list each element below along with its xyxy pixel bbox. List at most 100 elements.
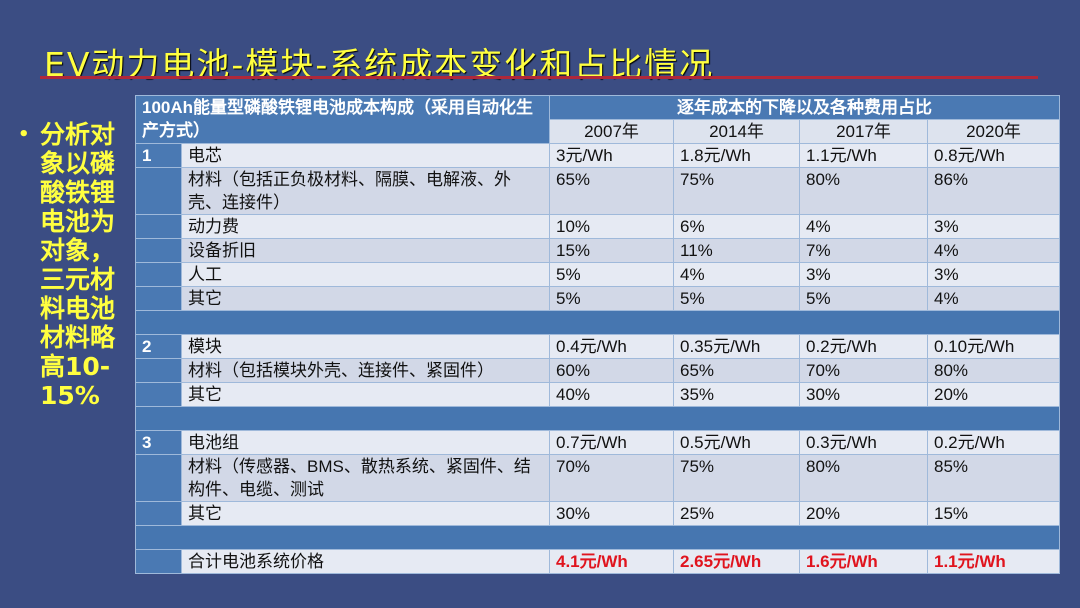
row-label: 其它 bbox=[181, 286, 550, 311]
table-row: 其它 40% 35% 30% 20% bbox=[135, 382, 1060, 407]
row-value: 4.1元/Wh bbox=[549, 549, 674, 574]
row-value: 10% bbox=[549, 214, 674, 239]
row-label: 动力费 bbox=[181, 214, 550, 239]
year-header: 2017年 bbox=[799, 119, 928, 144]
table-row: 材料（包括正负极材料、隔膜、电解液、外壳、连接件） 65% 75% 80% 86% bbox=[135, 167, 1060, 215]
row-number bbox=[135, 238, 182, 263]
row-number: 1 bbox=[135, 143, 182, 168]
row-value: 0.3元/Wh bbox=[799, 430, 928, 455]
row-value: 0.7元/Wh bbox=[549, 430, 674, 455]
row-value: 3元/Wh bbox=[549, 143, 674, 168]
row-value: 1.8元/Wh bbox=[673, 143, 800, 168]
side-note-line: 高10- bbox=[40, 352, 111, 381]
row-number bbox=[135, 549, 182, 574]
row-value: 35% bbox=[673, 382, 800, 407]
year-header: 2020年 bbox=[927, 119, 1060, 144]
table-row: 3 电池组 0.7元/Wh 0.5元/Wh 0.3元/Wh 0.2元/Wh bbox=[135, 430, 1060, 455]
row-value: 86% bbox=[927, 167, 1060, 215]
row-label: 设备折旧 bbox=[181, 238, 550, 263]
row-value: 0.4元/Wh bbox=[549, 334, 674, 359]
separator-row bbox=[135, 310, 1060, 335]
row-number bbox=[135, 214, 182, 239]
row-value: 70% bbox=[549, 454, 674, 502]
row-value: 80% bbox=[799, 167, 928, 215]
row-value: 30% bbox=[799, 382, 928, 407]
row-value: 5% bbox=[799, 286, 928, 311]
row-value: 0.2元/Wh bbox=[799, 334, 928, 359]
table-row: 合计电池系统价格 4.1元/Wh 2.65元/Wh 1.6元/Wh 1.1元/Wh bbox=[135, 549, 1060, 574]
header-composition: 100Ah能量型磷酸铁锂电池成本构成（采用自动化生产方式） bbox=[135, 95, 550, 144]
row-value: 5% bbox=[673, 286, 800, 311]
table-row: 动力费 10% 6% 4% 3% bbox=[135, 214, 1060, 239]
row-value: 1.6元/Wh bbox=[799, 549, 928, 574]
side-note-line: 15% bbox=[40, 381, 100, 410]
row-value: 80% bbox=[799, 454, 928, 502]
row-value: 0.35元/Wh bbox=[673, 334, 800, 359]
row-value: 3% bbox=[927, 214, 1060, 239]
row-label: 其它 bbox=[181, 382, 550, 407]
row-label: 模块 bbox=[181, 334, 550, 359]
row-value: 3% bbox=[799, 262, 928, 287]
separator-row bbox=[135, 525, 1060, 550]
row-number bbox=[135, 382, 182, 407]
table-row: 设备折旧 15% 11% 7% 4% bbox=[135, 238, 1060, 263]
row-label: 材料（包括模块外壳、连接件、紧固件） bbox=[181, 358, 550, 383]
row-number bbox=[135, 358, 182, 383]
row-value: 0.2元/Wh bbox=[927, 430, 1060, 455]
row-value: 4% bbox=[673, 262, 800, 287]
row-value: 3% bbox=[927, 262, 1060, 287]
table-row: 材料（传感器、BMS、散热系统、紧固件、结构件、电缆、测试 70% 75% 80% 85… bbox=[135, 454, 1060, 502]
row-number: 3 bbox=[135, 430, 182, 455]
row-value: 65% bbox=[549, 167, 674, 215]
row-value: 70% bbox=[799, 358, 928, 383]
year-header: 2007年 bbox=[549, 119, 674, 144]
row-value: 0.8元/Wh bbox=[927, 143, 1060, 168]
side-note-line: 电池为 bbox=[40, 207, 116, 236]
row-value: 25% bbox=[673, 501, 800, 526]
year-header: 2014年 bbox=[673, 119, 800, 144]
row-value: 0.5元/Wh bbox=[673, 430, 800, 455]
row-value: 15% bbox=[927, 501, 1060, 526]
side-note-line: 对象， bbox=[40, 236, 116, 265]
row-number bbox=[135, 501, 182, 526]
side-note-line: 酸铁锂 bbox=[40, 178, 116, 207]
row-value: 20% bbox=[799, 501, 928, 526]
row-value: 80% bbox=[927, 358, 1060, 383]
row-value: 1.1元/Wh bbox=[799, 143, 928, 168]
row-number: 2 bbox=[135, 334, 182, 359]
row-value: 40% bbox=[549, 382, 674, 407]
table-row: 其它 5% 5% 5% 4% bbox=[135, 286, 1060, 311]
separator-row bbox=[135, 406, 1060, 431]
row-label: 材料（包括正负极材料、隔膜、电解液、外壳、连接件） bbox=[181, 167, 550, 215]
row-value: 1.1元/Wh bbox=[927, 549, 1060, 574]
side-note-line: 分析对 bbox=[40, 120, 116, 149]
side-note: • 分析对 象以磷 酸铁锂 电池为 对象， 三元材 料电池 材料略 高10- 15% bbox=[18, 120, 115, 410]
table-row: 人工 5% 4% 3% 3% bbox=[135, 262, 1060, 287]
header-trend: 逐年成本的下降以及各种费用占比 bbox=[549, 95, 1060, 120]
row-value: 4% bbox=[927, 286, 1060, 311]
table-row: 材料（包括模块外壳、连接件、紧固件） 60% 65% 70% 80% bbox=[135, 358, 1060, 383]
row-value: 4% bbox=[927, 238, 1060, 263]
row-value: 85% bbox=[927, 454, 1060, 502]
cost-table: 100Ah能量型磷酸铁锂电池成本构成（采用自动化生产方式） 逐年成本的下降以及各… bbox=[135, 95, 1060, 574]
row-value: 65% bbox=[673, 358, 800, 383]
row-label: 合计电池系统价格 bbox=[181, 549, 550, 574]
table-row: 1 电芯 3元/Wh 1.8元/Wh 1.1元/Wh 0.8元/Wh bbox=[135, 143, 1060, 168]
row-label: 材料（传感器、BMS、散热系统、紧固件、结构件、电缆、测试 bbox=[181, 454, 550, 502]
row-label: 电芯 bbox=[181, 143, 550, 168]
row-value: 30% bbox=[549, 501, 674, 526]
row-value: 7% bbox=[799, 238, 928, 263]
row-number bbox=[135, 286, 182, 311]
row-value: 11% bbox=[673, 238, 800, 263]
row-value: 75% bbox=[673, 167, 800, 215]
table-row: 2 模块 0.4元/Wh 0.35元/Wh 0.2元/Wh 0.10元/Wh bbox=[135, 334, 1060, 359]
row-value: 4% bbox=[799, 214, 928, 239]
side-note-text: 分析对 象以磷 酸铁锂 电池为 对象， 三元材 料电池 材料略 高10- 15% bbox=[40, 120, 115, 410]
row-number bbox=[135, 262, 182, 287]
row-value: 75% bbox=[673, 454, 800, 502]
row-value: 15% bbox=[549, 238, 674, 263]
row-value: 20% bbox=[927, 382, 1060, 407]
row-label: 其它 bbox=[181, 501, 550, 526]
row-value: 60% bbox=[549, 358, 674, 383]
row-label: 人工 bbox=[181, 262, 550, 287]
